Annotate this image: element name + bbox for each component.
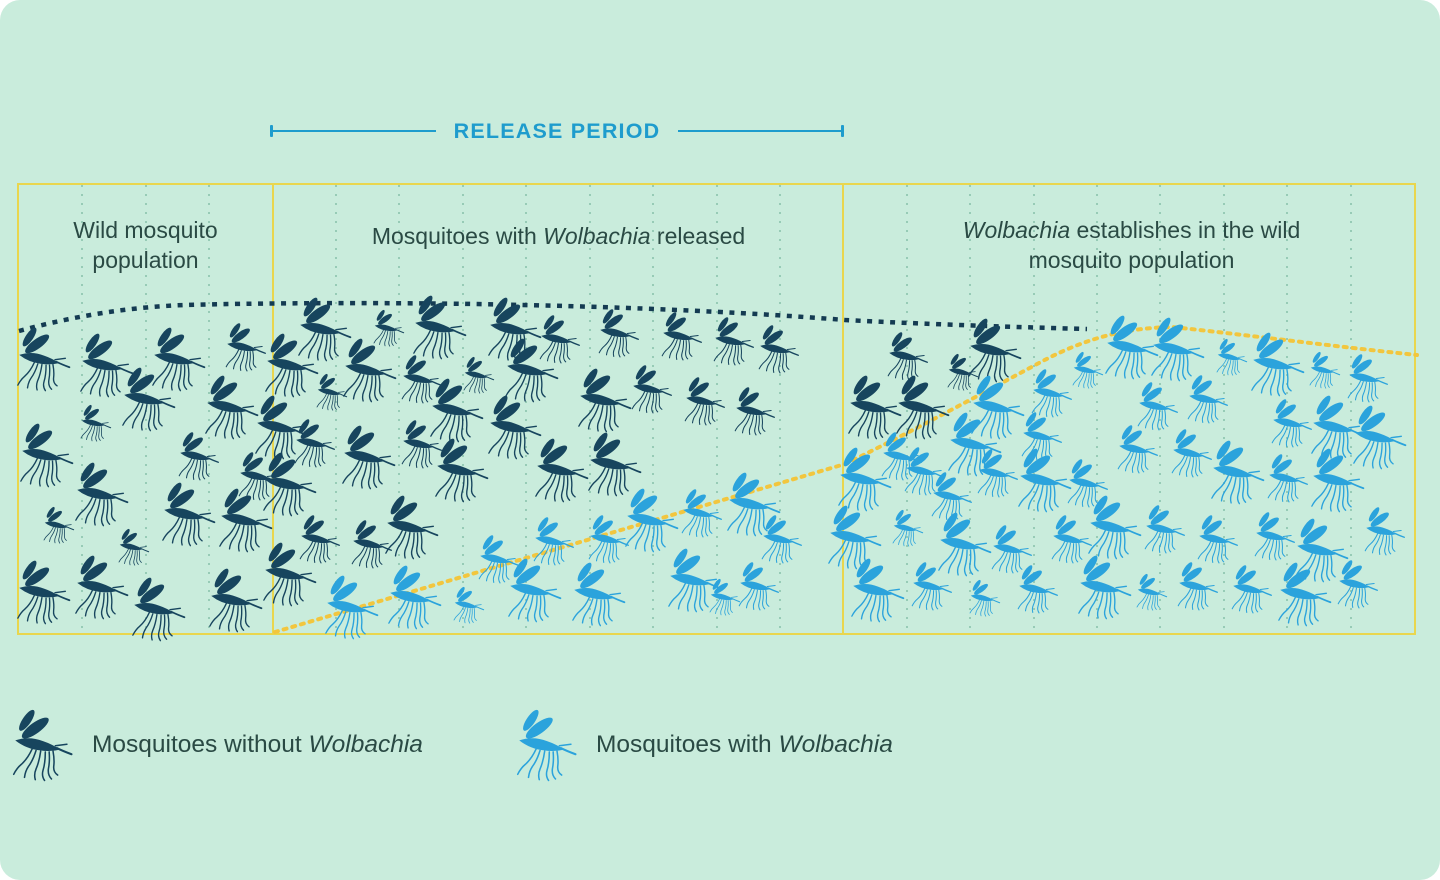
grid-line — [969, 185, 972, 633]
mosquito-icon — [845, 557, 911, 623]
mosquito-icon — [77, 404, 115, 442]
mosquito-icon — [1193, 514, 1243, 564]
bracket-left-tick — [270, 125, 273, 137]
grid-line — [208, 185, 211, 633]
grid-line — [525, 185, 528, 633]
mosquito-icon — [680, 376, 730, 426]
panel-title-wolbachia-establishes: Wolbachia establishes in the wild mosqui… — [962, 217, 1301, 274]
mosquito-icon — [529, 516, 579, 566]
mosquito-icon — [1072, 554, 1138, 620]
legend-label: Mosquitoes without Wolbachia — [92, 731, 423, 758]
panel-divider — [842, 185, 845, 633]
legend-item-with-wolbachia: Mosquitoes with Wolbachia — [510, 708, 893, 782]
grid-line — [1095, 185, 1098, 633]
mosquito-icon — [1272, 561, 1338, 627]
mosquito-icon — [627, 364, 677, 414]
mosquito-icon — [657, 311, 707, 361]
mosquito-icon — [1013, 564, 1063, 614]
mosquito-icon — [1145, 316, 1211, 382]
mosquito-icon — [126, 576, 192, 642]
mosquito-icon — [754, 324, 804, 374]
mosquito-icon — [337, 337, 403, 403]
mosquito-icon — [1113, 424, 1163, 474]
mosquito-icon — [757, 514, 807, 564]
mosquito-icon — [832, 446, 898, 512]
mosquito-icon — [1360, 506, 1410, 556]
mosquito-icon — [11, 326, 77, 392]
mosquito-icon — [450, 586, 488, 624]
mosquito-icon — [502, 557, 568, 623]
mosquito-icon — [1245, 331, 1311, 397]
mosquito-icon — [677, 488, 727, 538]
grid-line — [905, 185, 908, 633]
bracket-right-tick — [841, 125, 845, 137]
mosquito-icon — [1173, 561, 1223, 611]
mosquito-icon — [1306, 351, 1344, 389]
mosquito-icon — [734, 561, 784, 611]
grid-line — [1032, 185, 1035, 633]
grid-line — [715, 185, 718, 633]
mosquito-icon — [379, 494, 445, 560]
mosquito-icon — [69, 461, 135, 527]
mosquito-icon — [407, 294, 473, 360]
release-period-bracket: RELEASE PERIOD — [270, 114, 845, 148]
mosquito-icon — [336, 424, 402, 490]
mosquito-icon — [907, 561, 957, 611]
grid-line — [778, 185, 781, 633]
mosquito-icon — [730, 386, 780, 436]
panel-title-wolbachia-released: Mosquitoes with Wolbachia released — [371, 223, 746, 249]
mosquito-icon — [1183, 374, 1233, 424]
wolbachia-mosquito-icon — [510, 708, 584, 782]
mosquito-icon — [1205, 439, 1271, 505]
mosquito-icon — [883, 331, 933, 381]
mosquito-icon — [709, 316, 759, 366]
mosquito-icon — [319, 574, 385, 640]
mosquito-icon — [424, 377, 490, 443]
wild-mosquito-icon — [6, 708, 80, 782]
release-period-label: RELEASE PERIOD — [453, 118, 661, 143]
mosquito-icon — [1333, 559, 1383, 609]
grid-line — [1349, 185, 1352, 633]
grid-line — [652, 185, 655, 633]
legend-label: Mosquitoes with Wolbachia — [596, 731, 893, 758]
mosquito-icon — [619, 487, 685, 553]
legend: Mosquitoes without Wolbachia Mosquitoes … — [0, 700, 1440, 810]
bracket-left-line — [273, 129, 436, 133]
mosquito-icon — [566, 561, 632, 627]
mosquito-icon — [116, 366, 182, 432]
mosquito-icon — [1140, 504, 1190, 554]
mosquito-icon — [174, 431, 224, 481]
mosquito-icon — [1305, 447, 1371, 513]
grid-line — [398, 185, 401, 633]
mosquito-icon — [11, 559, 77, 625]
mosquito-swarm — [19, 185, 1414, 633]
mosquito-icon — [594, 308, 644, 358]
mosquito-icon — [382, 564, 448, 630]
grid-line — [588, 185, 591, 633]
mosquito-icon — [1133, 573, 1171, 611]
panel-title-wild-population: Wild mosquito population — [73, 217, 218, 274]
mosquito-icon — [966, 579, 1004, 617]
mosquito-icon — [889, 509, 927, 547]
mosquito-icon — [257, 451, 323, 517]
grid-line — [81, 185, 84, 633]
mosquito-icon — [1227, 564, 1277, 614]
legend-item-without-wolbachia: Mosquitoes without Wolbachia — [6, 708, 423, 782]
grid-line — [461, 185, 464, 633]
mosquito-icon — [40, 506, 78, 544]
population-chart: Wild mosquito population Mosquitoes with… — [17, 183, 1419, 635]
grid-line — [1222, 185, 1225, 633]
wild-population-curve — [18, 300, 1088, 334]
mosquito-icon — [1082, 494, 1148, 560]
mosquito-icon — [257, 541, 323, 607]
bracket-right-line — [678, 129, 842, 133]
